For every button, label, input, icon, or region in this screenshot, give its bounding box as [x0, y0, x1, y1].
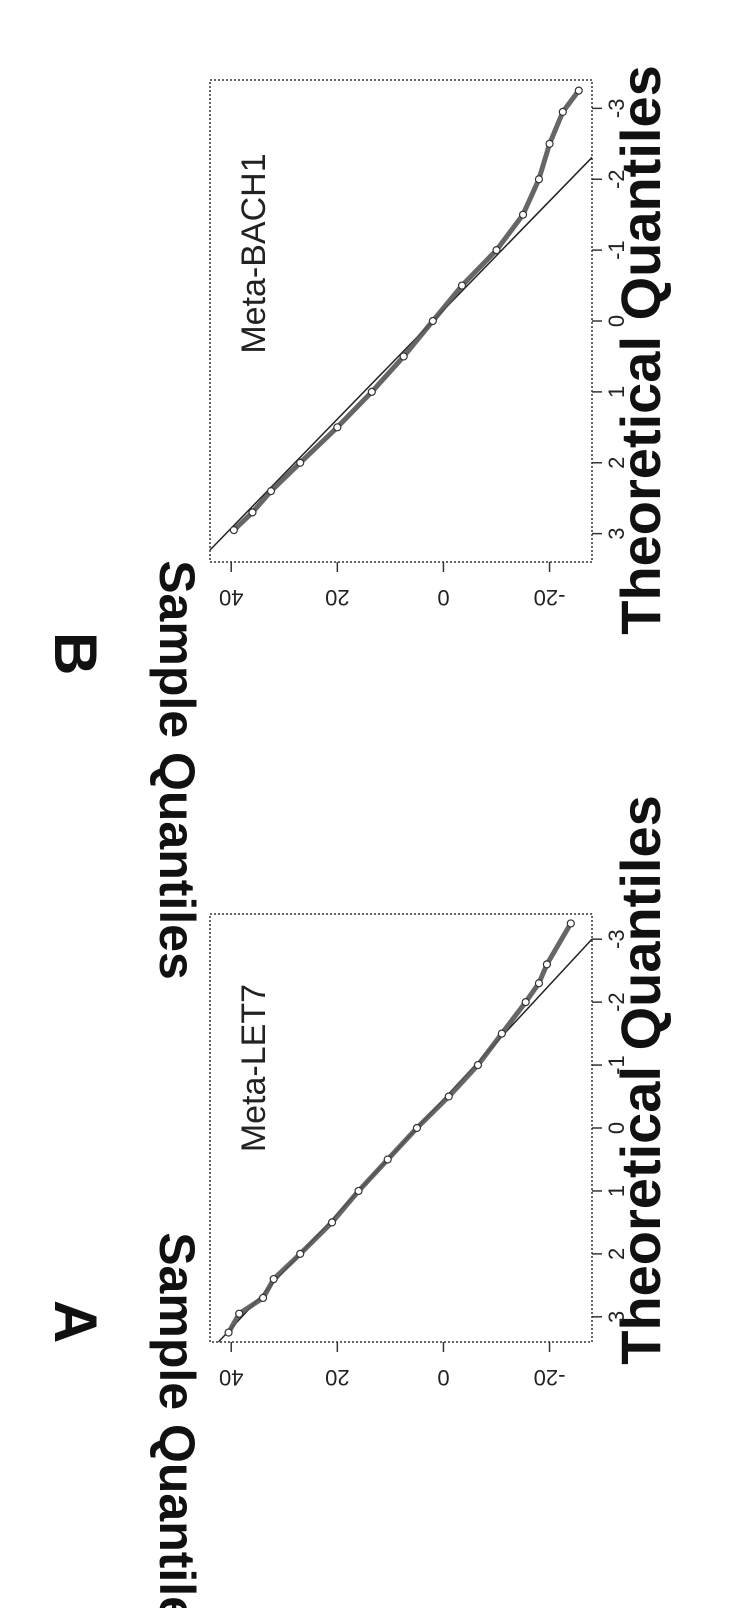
x-tick-label: 0 — [604, 315, 629, 327]
sample-point — [457, 281, 467, 290]
panel-a: A Sample Quantiles Theoretical Quantiles… — [42, 795, 672, 1608]
y-tick-label: 0 — [437, 585, 449, 610]
x-tick-label: -3 — [604, 929, 629, 949]
sample-point — [266, 487, 276, 496]
sample-point — [296, 1249, 305, 1258]
x-tick-label: -3 — [604, 99, 629, 119]
y-tick-label: -20 — [534, 585, 566, 610]
x-tick-label: 2 — [604, 457, 629, 469]
panel-b-xlabel: Theoretical Quantiles — [609, 65, 672, 635]
sample-point — [492, 246, 501, 255]
panel-a-xlabel: Theoretical Quantiles — [609, 795, 672, 1365]
sample-point — [428, 316, 437, 326]
panel-a-plot-area: -3 -2 -1 0 1 2 3 -20 0 20 40 Meta-LET7 — [209, 913, 629, 1390]
sample-point — [412, 1123, 422, 1133]
sample-point — [542, 960, 552, 969]
y-tick-label: -20 — [534, 1365, 566, 1390]
x-tick-label: -2 — [604, 169, 629, 189]
x-tick-label: -1 — [604, 240, 629, 260]
x-tick-label: 0 — [604, 1122, 629, 1134]
sample-point — [229, 526, 238, 535]
sample-point — [518, 210, 528, 219]
sample-points-band — [232, 89, 581, 532]
sample-point — [333, 423, 342, 432]
sample-point — [224, 1328, 233, 1337]
x-tick-label: 3 — [604, 528, 629, 540]
sample-point — [566, 919, 575, 928]
x-tick-label: -2 — [604, 992, 629, 1012]
sample-point — [534, 979, 544, 988]
sample-point — [327, 1218, 337, 1227]
x-tick-label: 3 — [604, 1311, 629, 1323]
sample-point — [296, 458, 305, 467]
y-tick-label: 0 — [437, 1365, 449, 1390]
y-tick-label: 20 — [325, 585, 349, 610]
sample-point — [383, 1155, 392, 1164]
x-tick-label: 2 — [604, 1248, 629, 1260]
panel-a-ylabel: Sample Quantiles — [149, 1232, 205, 1608]
plot-title: Meta-BACH1 — [235, 153, 273, 353]
panel-b-ylabel: Sample Quantiles — [149, 560, 205, 980]
sample-point — [521, 998, 530, 1007]
sample-point — [558, 107, 567, 116]
x-tick-label: -1 — [604, 1055, 629, 1075]
sample-point — [258, 1293, 268, 1303]
sample-point — [235, 1309, 244, 1318]
x-tick-label: 1 — [604, 386, 629, 398]
plot-title: Meta-LET7 — [235, 984, 273, 1152]
sample-point — [354, 1186, 363, 1196]
sample-point — [534, 175, 544, 184]
sample-point — [269, 1274, 278, 1284]
sample-point — [545, 139, 554, 148]
sample-points-band — [226, 922, 573, 1334]
sample-point — [248, 508, 257, 517]
sample-point — [574, 86, 583, 95]
sample-point — [473, 1060, 483, 1070]
panel-b-letter: B — [42, 632, 109, 675]
sample-point — [399, 352, 408, 361]
y-tick-label: 40 — [219, 1365, 243, 1390]
sample-point — [367, 387, 376, 396]
y-tick-label: 20 — [325, 1365, 349, 1390]
panel-a-letter: A — [42, 1300, 109, 1343]
x-tick-label: 1 — [604, 1185, 629, 1197]
sample-point — [444, 1092, 453, 1101]
panel-b-plot-area: -3 -2 -1 0 1 2 3 -20 0 20 40 Meta-BACH1 — [209, 79, 629, 610]
y-tick-label: 40 — [219, 585, 243, 610]
panel-b: B Sample Quantiles Theoretical Quantiles… — [42, 65, 672, 980]
sample-point — [497, 1029, 506, 1038]
